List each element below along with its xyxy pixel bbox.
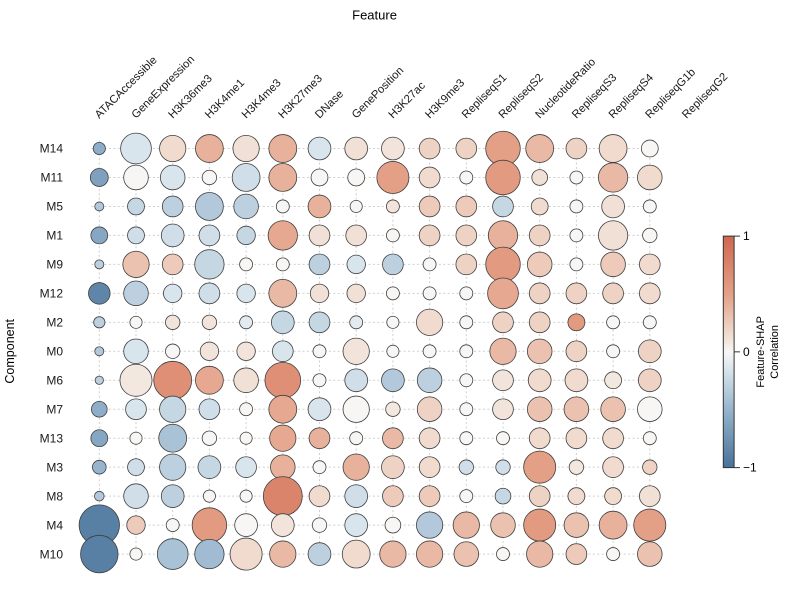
svg-text:ATACAccessible: ATACAccessible — [93, 54, 160, 121]
svg-text:M10: M10 — [40, 547, 64, 561]
svg-text:M7: M7 — [46, 402, 63, 416]
svg-text:M0: M0 — [46, 344, 63, 358]
svg-text:M5: M5 — [46, 200, 63, 214]
svg-text:M2: M2 — [46, 316, 63, 330]
svg-text:M9: M9 — [46, 258, 63, 272]
svg-text:M4: M4 — [46, 518, 63, 532]
svg-text:Feature: Feature — [352, 8, 397, 23]
svg-text:1: 1 — [743, 229, 750, 243]
svg-text:M3: M3 — [46, 460, 63, 474]
svg-text:M6: M6 — [46, 373, 63, 387]
svg-text:DNase: DNase — [313, 88, 346, 121]
svg-text:NucleotideRatio: NucleotideRatio — [533, 56, 598, 121]
svg-text:Component: Component — [3, 318, 17, 383]
svg-text:M11: M11 — [41, 171, 64, 185]
svg-text:M12: M12 — [40, 287, 64, 301]
svg-text:Feature-SHAP: Feature-SHAP — [755, 316, 767, 388]
svg-text:M8: M8 — [46, 489, 63, 503]
svg-text:−1: −1 — [743, 461, 757, 475]
svg-text:Correlation: Correlation — [769, 325, 781, 379]
svg-text:M13: M13 — [40, 431, 64, 445]
svg-text:GeneExpression: GeneExpression — [130, 54, 198, 122]
svg-text:M14: M14 — [40, 142, 64, 156]
svg-text:M1: M1 — [46, 229, 63, 243]
svg-text:0: 0 — [743, 345, 750, 359]
